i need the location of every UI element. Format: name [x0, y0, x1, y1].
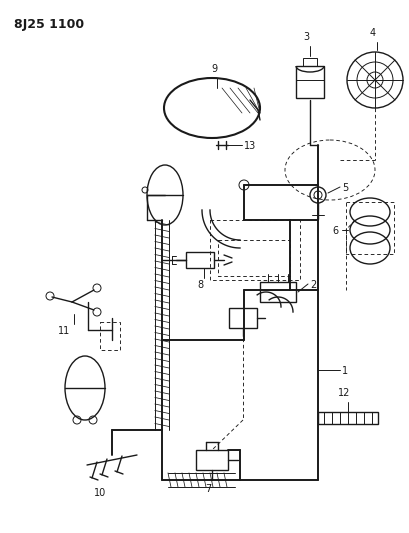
Bar [186, 252, 214, 268]
Text: 4: 4 [370, 28, 376, 38]
Text: 6: 6 [332, 226, 338, 236]
Bar [218, 240, 290, 276]
Bar [229, 308, 257, 328]
Bar [318, 412, 378, 424]
Bar [100, 322, 120, 350]
Bar [210, 220, 300, 280]
Text: 8: 8 [197, 280, 203, 290]
Text: 5: 5 [342, 183, 348, 193]
Text: 8J25 1100: 8J25 1100 [14, 18, 84, 31]
Text: 2: 2 [310, 280, 316, 290]
Bar [296, 66, 324, 98]
Text: 7: 7 [205, 484, 211, 494]
Text: 13: 13 [244, 141, 256, 151]
Text: 3: 3 [303, 32, 309, 42]
Bar [196, 450, 228, 470]
Bar [296, 66, 324, 80]
Bar [260, 282, 296, 302]
Text: 12: 12 [338, 388, 350, 398]
Text: 9: 9 [211, 64, 217, 74]
Bar [346, 202, 394, 254]
Text: 10: 10 [94, 488, 106, 498]
Bar [303, 58, 317, 66]
Text: 11: 11 [58, 326, 70, 336]
Text: 1: 1 [342, 366, 348, 376]
